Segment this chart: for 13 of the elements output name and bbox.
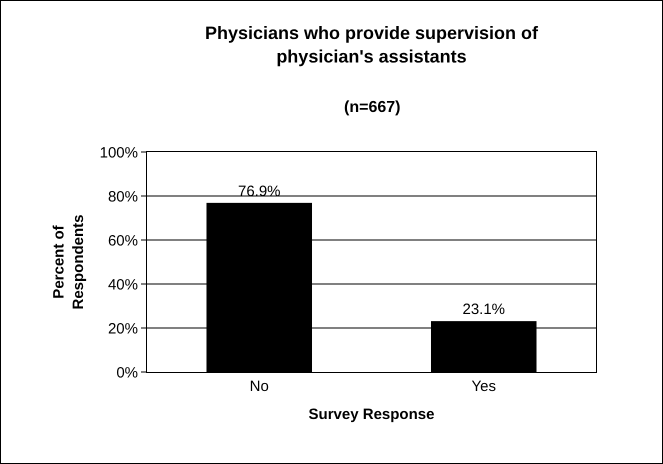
x-tick-label: Yes <box>472 378 496 395</box>
y-tick-label: 40% <box>108 276 138 294</box>
x-tick-label: No <box>250 378 269 395</box>
y-tick-label: 100% <box>100 144 138 162</box>
y-axis-title: Percent of Respondents <box>50 214 87 310</box>
chart-subtitle: (n=667) <box>344 99 400 116</box>
y-tick-label: 60% <box>108 232 138 250</box>
chart-title: Physicians who provide supervision of physician's assistants <box>204 23 540 66</box>
text: 23.1% <box>462 301 506 318</box>
y-tick-label: 0% <box>116 364 138 382</box>
y-tick-label: 80% <box>108 188 138 206</box>
y-tick-label: 20% <box>108 320 138 338</box>
x-axis-title: Survey Response <box>308 406 434 423</box>
